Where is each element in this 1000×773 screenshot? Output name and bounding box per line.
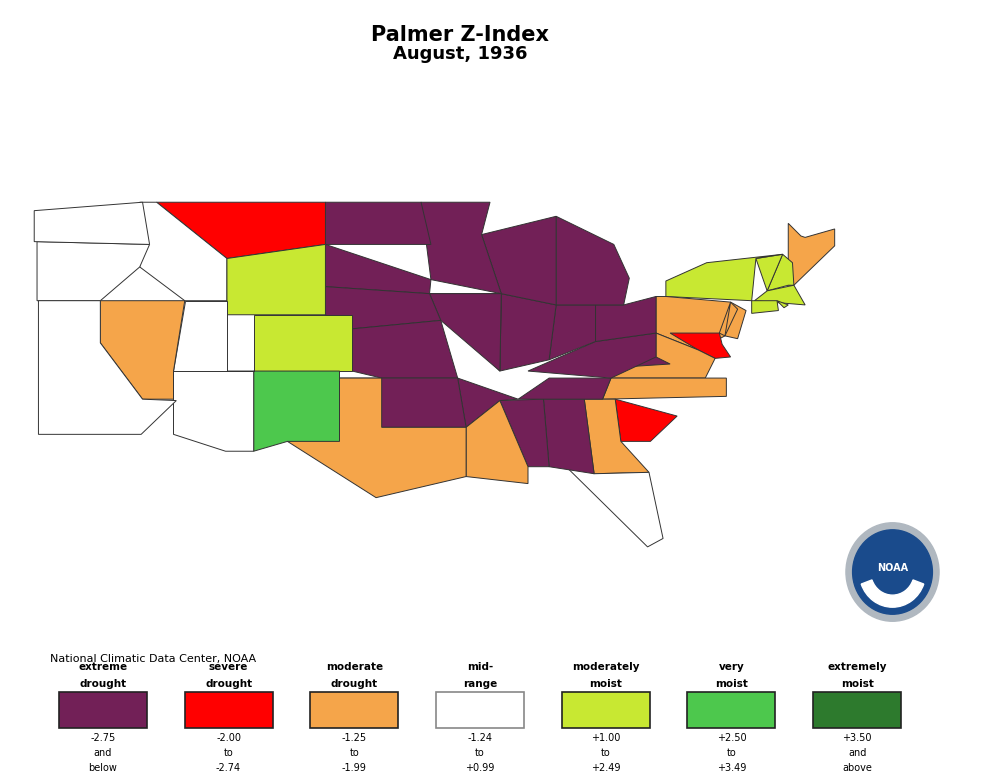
Text: range: range bbox=[463, 679, 497, 689]
Text: moderately: moderately bbox=[572, 662, 639, 672]
Text: drought: drought bbox=[79, 679, 126, 689]
Text: above: above bbox=[842, 763, 872, 773]
Polygon shape bbox=[352, 320, 458, 378]
Polygon shape bbox=[767, 254, 794, 291]
Polygon shape bbox=[430, 294, 501, 371]
Polygon shape bbox=[482, 216, 556, 305]
Polygon shape bbox=[466, 400, 528, 484]
Text: and: and bbox=[848, 748, 866, 758]
Polygon shape bbox=[611, 333, 715, 378]
Text: to: to bbox=[475, 748, 485, 758]
Polygon shape bbox=[756, 254, 783, 291]
Polygon shape bbox=[626, 333, 670, 367]
Text: to: to bbox=[601, 748, 611, 758]
Text: August, 1936: August, 1936 bbox=[393, 45, 527, 63]
Polygon shape bbox=[719, 302, 731, 336]
Polygon shape bbox=[725, 302, 746, 339]
Polygon shape bbox=[603, 378, 726, 399]
Polygon shape bbox=[556, 216, 629, 305]
Polygon shape bbox=[788, 223, 835, 285]
Polygon shape bbox=[173, 371, 254, 451]
Circle shape bbox=[853, 530, 932, 615]
Text: to: to bbox=[727, 748, 736, 758]
Polygon shape bbox=[157, 203, 325, 258]
Polygon shape bbox=[254, 315, 352, 371]
Bar bbox=[436, 693, 524, 728]
Text: extreme: extreme bbox=[78, 662, 127, 672]
Polygon shape bbox=[38, 301, 176, 434]
Text: mid-: mid- bbox=[467, 662, 493, 672]
Polygon shape bbox=[528, 333, 656, 378]
Text: +2.50: +2.50 bbox=[717, 733, 746, 743]
Polygon shape bbox=[518, 378, 611, 399]
Polygon shape bbox=[777, 301, 788, 308]
Polygon shape bbox=[430, 294, 501, 371]
Bar bbox=[59, 693, 147, 728]
Bar bbox=[185, 693, 273, 728]
Text: very: very bbox=[719, 662, 744, 672]
Text: moist: moist bbox=[715, 679, 748, 689]
Text: +1.00: +1.00 bbox=[591, 733, 620, 743]
Text: +0.99: +0.99 bbox=[465, 763, 495, 773]
Text: -1.24: -1.24 bbox=[468, 733, 492, 743]
Polygon shape bbox=[37, 242, 150, 301]
Text: to: to bbox=[224, 748, 233, 758]
Polygon shape bbox=[500, 294, 556, 371]
Bar bbox=[813, 693, 901, 728]
Polygon shape bbox=[543, 399, 594, 474]
Text: +3.49: +3.49 bbox=[717, 763, 746, 773]
Text: moist: moist bbox=[841, 679, 874, 689]
Text: below: below bbox=[88, 763, 117, 773]
Bar bbox=[562, 693, 650, 728]
Text: +3.50: +3.50 bbox=[842, 733, 872, 743]
Text: National Climatic Data Center, NOAA: National Climatic Data Center, NOAA bbox=[50, 654, 256, 663]
Polygon shape bbox=[584, 399, 649, 474]
Polygon shape bbox=[500, 399, 549, 467]
Polygon shape bbox=[752, 301, 778, 313]
Polygon shape bbox=[596, 297, 656, 342]
Polygon shape bbox=[100, 301, 185, 399]
Text: moderate: moderate bbox=[326, 662, 383, 672]
Polygon shape bbox=[656, 297, 738, 350]
Text: NOAA: NOAA bbox=[877, 563, 908, 573]
Polygon shape bbox=[339, 378, 466, 427]
Polygon shape bbox=[666, 254, 783, 301]
Polygon shape bbox=[254, 371, 339, 451]
Text: -2.75: -2.75 bbox=[90, 733, 115, 743]
Text: to: to bbox=[349, 748, 359, 758]
Text: and: and bbox=[94, 748, 112, 758]
Polygon shape bbox=[615, 399, 677, 441]
Bar bbox=[687, 693, 775, 728]
Polygon shape bbox=[549, 305, 596, 359]
Polygon shape bbox=[754, 285, 805, 305]
Text: -1.25: -1.25 bbox=[342, 733, 367, 743]
Text: extremely: extremely bbox=[827, 662, 887, 672]
Polygon shape bbox=[325, 287, 441, 329]
Text: -2.74: -2.74 bbox=[216, 763, 241, 773]
Polygon shape bbox=[421, 203, 501, 294]
Wedge shape bbox=[861, 580, 924, 608]
Polygon shape bbox=[556, 457, 663, 547]
Text: severe: severe bbox=[209, 662, 248, 672]
Polygon shape bbox=[325, 244, 431, 294]
Polygon shape bbox=[227, 244, 325, 315]
Text: drought: drought bbox=[205, 679, 252, 689]
Text: moist: moist bbox=[589, 679, 622, 689]
Polygon shape bbox=[670, 333, 731, 359]
Polygon shape bbox=[458, 378, 518, 427]
Text: drought: drought bbox=[331, 679, 378, 689]
Text: +2.49: +2.49 bbox=[591, 763, 620, 773]
Text: -2.00: -2.00 bbox=[216, 733, 241, 743]
Text: Palmer Z-Index: Palmer Z-Index bbox=[371, 25, 549, 45]
Polygon shape bbox=[325, 203, 431, 244]
Polygon shape bbox=[287, 378, 466, 498]
Text: -1.99: -1.99 bbox=[342, 763, 367, 773]
Polygon shape bbox=[34, 203, 150, 244]
Polygon shape bbox=[173, 301, 254, 371]
Polygon shape bbox=[140, 203, 227, 301]
Bar bbox=[310, 693, 398, 728]
Circle shape bbox=[846, 523, 939, 621]
